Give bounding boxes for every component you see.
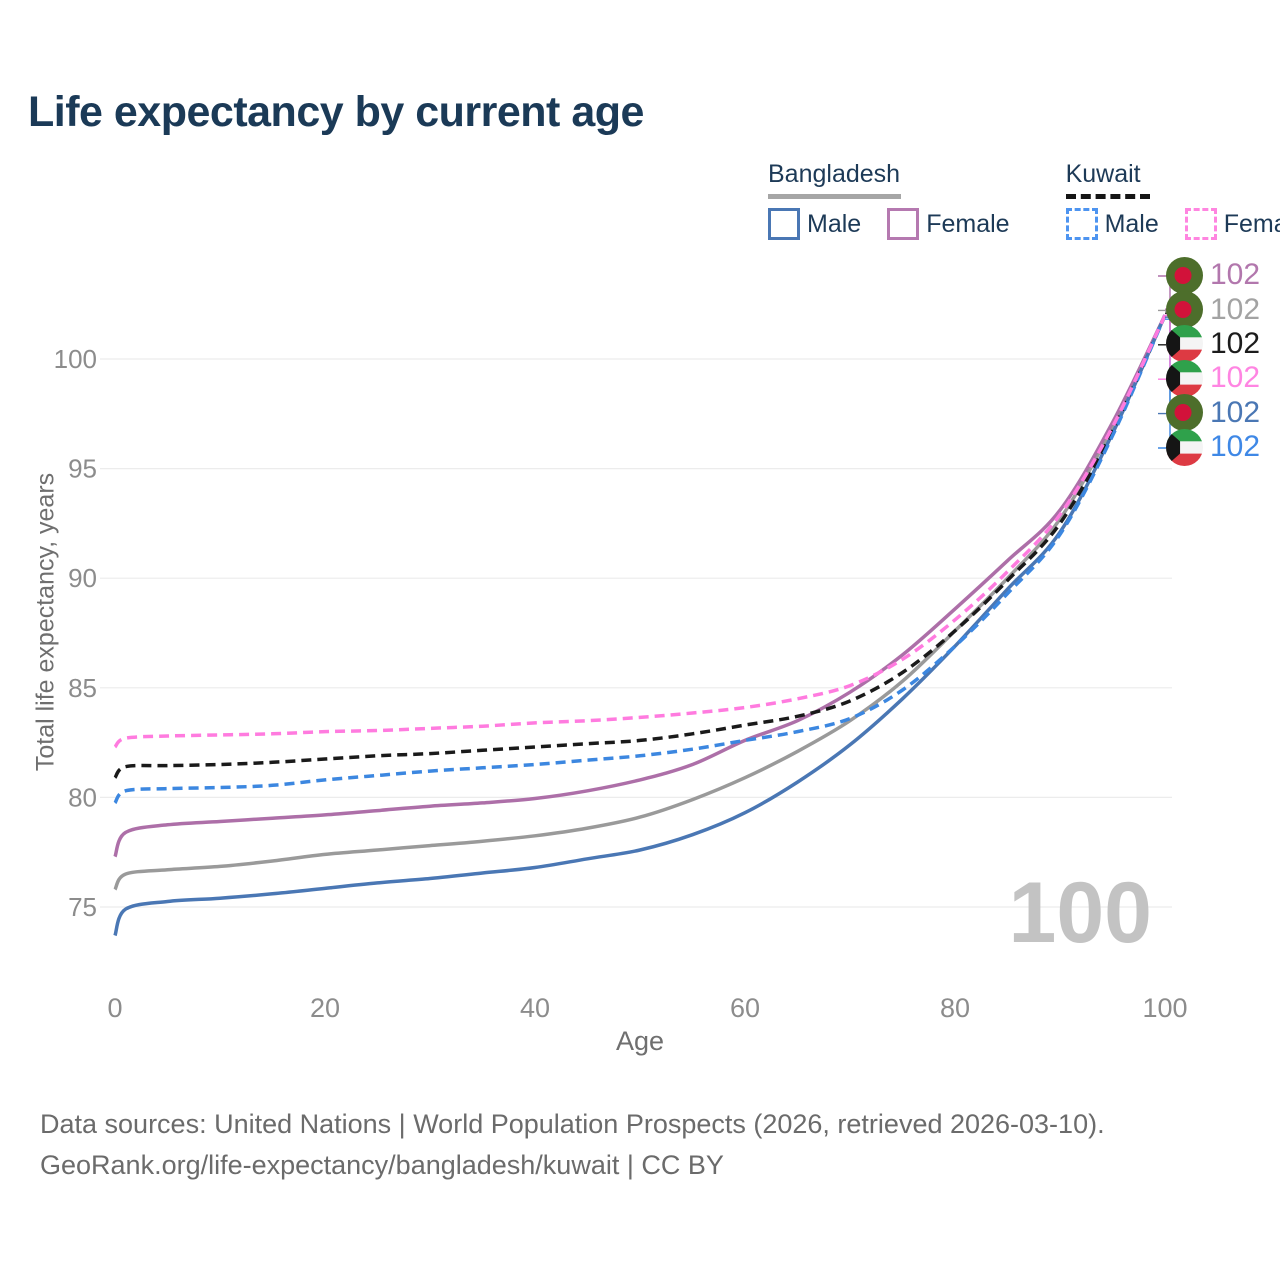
end-label-row: 102: [1166, 325, 1261, 363]
end-label-value: 102: [1210, 292, 1261, 326]
x-tick-label: 80: [940, 993, 970, 1023]
x-tick-label: 100: [1142, 993, 1187, 1023]
end-label-row: 102: [1166, 256, 1261, 294]
kuwait-male-swatch-icon: [1065, 208, 1098, 240]
bangladesh-flag-icon: [1166, 394, 1203, 432]
y-gridlines: [100, 358, 1172, 908]
x-tick-label: 60: [730, 993, 760, 1023]
chart-legend: Bangladesh Male Female Kuwait: [768, 160, 1280, 240]
kuwait-flag-icon: [1166, 325, 1203, 363]
end-label-row: 102: [1166, 394, 1261, 432]
age-counter-watermark: 100: [1008, 865, 1153, 961]
end-label-value: 102: [1210, 395, 1261, 429]
series-lines: [113, 314, 1167, 937]
end-label-value: 102: [1210, 258, 1261, 292]
series-line-kuwait-female: [113, 314, 1167, 749]
kuwait-flag-icon: [1166, 359, 1203, 397]
bangladesh-line-style-sample: [768, 194, 901, 199]
x-tick-label: 20: [310, 993, 340, 1023]
y-tick-labels: 75 80 85 90 95 100: [54, 344, 97, 922]
legend-item-kuwait-female[interactable]: Female: [1184, 208, 1280, 240]
legend-item-kuwait-male[interactable]: Male: [1065, 208, 1159, 240]
series-end-labels: 102 102 102 102 102: [1166, 256, 1261, 466]
series-line-bangladesh-female: [113, 314, 1167, 858]
end-label-row: 102: [1166, 428, 1261, 466]
legend-country-bangladesh[interactable]: Bangladesh: [768, 160, 901, 188]
y-tick-label: 75: [68, 892, 97, 922]
legend-item-bangladesh-male[interactable]: Male: [768, 208, 861, 240]
series-line-kuwait-both-sexes: [113, 314, 1167, 779]
footer-data-sources: Data sources: United Nations | World Pop…: [40, 1109, 1105, 1139]
legend-item-label: Male: [1104, 209, 1159, 238]
end-label-value: 102: [1210, 326, 1261, 360]
end-label-row: 102: [1166, 359, 1261, 397]
y-tick-label: 90: [68, 563, 97, 593]
bangladesh-flag-icon: [1166, 256, 1203, 294]
legend-group-kuwait: Kuwait Male Female: [1065, 160, 1280, 240]
x-tick-labels: 0 20 40 60 80 100: [107, 993, 1187, 1023]
end-label-row: 102: [1166, 291, 1261, 329]
kuwait-flag-icon: [1166, 428, 1203, 466]
legend-item-label: Male: [807, 209, 862, 238]
legend-group-bangladesh: Bangladesh Male Female: [768, 160, 1010, 240]
legend-item-label: Female: [926, 209, 1010, 238]
x-tick-label: 40: [520, 993, 550, 1023]
series-line-kuwait-male: [113, 314, 1167, 805]
footer: Data sources: United Nations | World Pop…: [40, 1104, 1105, 1186]
legend-country-kuwait[interactable]: Kuwait: [1065, 160, 1141, 188]
series-line-bangladesh-male: [113, 314, 1167, 937]
y-tick-label: 80: [68, 782, 97, 812]
series-line-bangladesh-both-sexes: [113, 314, 1167, 891]
end-label-value: 102: [1210, 430, 1261, 464]
legend-item-bangladesh-female[interactable]: Female: [887, 208, 1010, 240]
y-tick-label: 95: [68, 454, 97, 484]
bangladesh-female-swatch-icon: [887, 208, 920, 240]
legend-item-label: Female: [1223, 209, 1280, 238]
x-axis-title: Age: [615, 1026, 665, 1056]
footer-attribution-url: GeoRank.org/life-expectancy/bangladesh/k…: [40, 1150, 724, 1180]
page-title: Life expectancy by current age: [28, 88, 644, 136]
y-tick-label: 85: [68, 673, 97, 703]
bangladesh-male-swatch-icon: [768, 208, 800, 240]
kuwait-line-style-sample: [1065, 194, 1150, 199]
end-label-value: 102: [1210, 361, 1261, 395]
x-tick-label: 0: [107, 993, 122, 1023]
y-tick-label: 100: [54, 344, 97, 374]
y-axis-title: Total life expectancy, years: [31, 472, 60, 772]
kuwait-female-swatch-icon: [1184, 208, 1217, 240]
bangladesh-flag-icon: [1166, 291, 1203, 329]
